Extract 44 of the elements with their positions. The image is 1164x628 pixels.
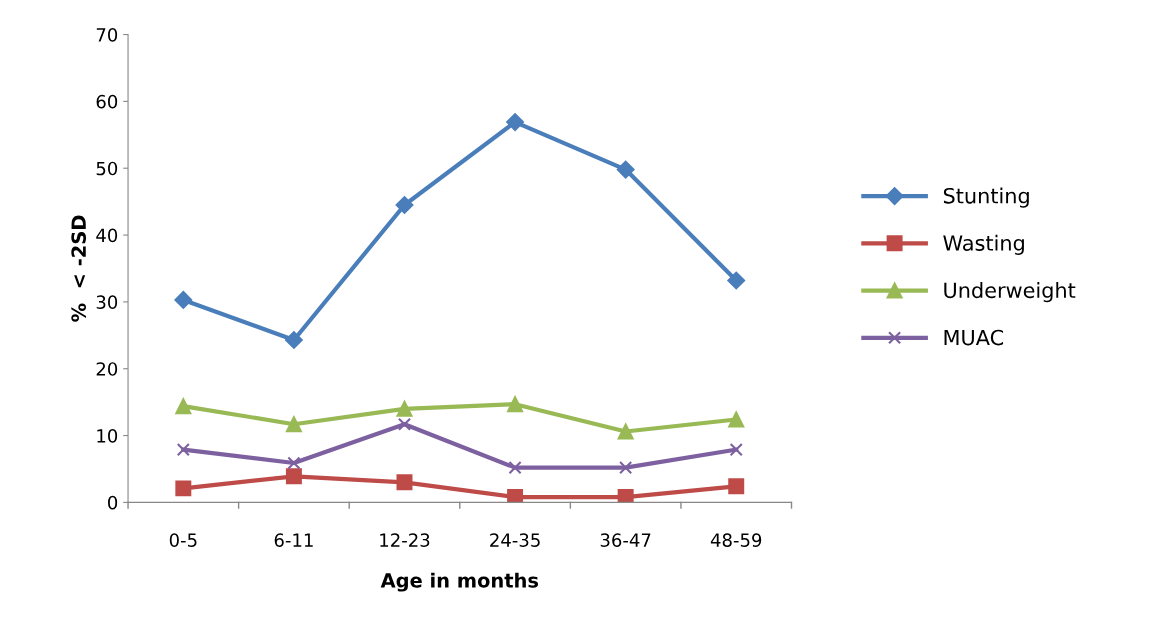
- x-tick-label: 36-47: [600, 533, 651, 547]
- point: [285, 468, 302, 485]
- point: [174, 290, 193, 309]
- point: [176, 443, 190, 457]
- x-tick-label: 12-23: [380, 533, 430, 547]
- y-tick-label: 50: [96, 161, 118, 176]
- y-axis-title: % < -2SD: [71, 215, 87, 322]
- y-tick-label: 40: [96, 228, 118, 243]
- y-tick-label: 10: [97, 429, 118, 443]
- point: [175, 480, 192, 497]
- point: [285, 416, 302, 433]
- point: [175, 398, 192, 415]
- y-tick-label: 30: [96, 295, 118, 310]
- point: [728, 411, 745, 428]
- point: [395, 196, 414, 214]
- x-tick-label: 6-11: [274, 533, 313, 547]
- x-tick-label: 24-35: [490, 533, 540, 547]
- legend-label: MUAC: [944, 329, 1004, 346]
- point: [728, 478, 745, 495]
- point: [617, 423, 634, 440]
- point: [396, 474, 413, 491]
- y-tick-label: 20: [96, 362, 118, 376]
- legend-label: Wasting: [943, 234, 1024, 255]
- point: [287, 456, 301, 470]
- point: [729, 443, 743, 457]
- point: [285, 331, 303, 349]
- point: [617, 489, 634, 503]
- x-tick-label: 48-59: [710, 533, 762, 547]
- legend-label: Stunting: [943, 187, 1029, 208]
- point: [727, 271, 746, 290]
- point: [396, 400, 413, 417]
- y-tick-label: 70: [96, 28, 118, 42]
- y-tick-label: 0: [108, 495, 118, 510]
- x-tick-label: 0-5: [169, 533, 197, 547]
- legend-label: Underweight: [944, 282, 1076, 303]
- y-tick-label: 60: [96, 94, 118, 109]
- point: [619, 461, 633, 475]
- point: [616, 160, 635, 179]
- point: [508, 461, 522, 475]
- point: [507, 396, 524, 413]
- x-axis-title: Age in months: [380, 572, 539, 592]
- point: [507, 489, 524, 503]
- point: [506, 113, 524, 131]
- point: [397, 417, 412, 431]
